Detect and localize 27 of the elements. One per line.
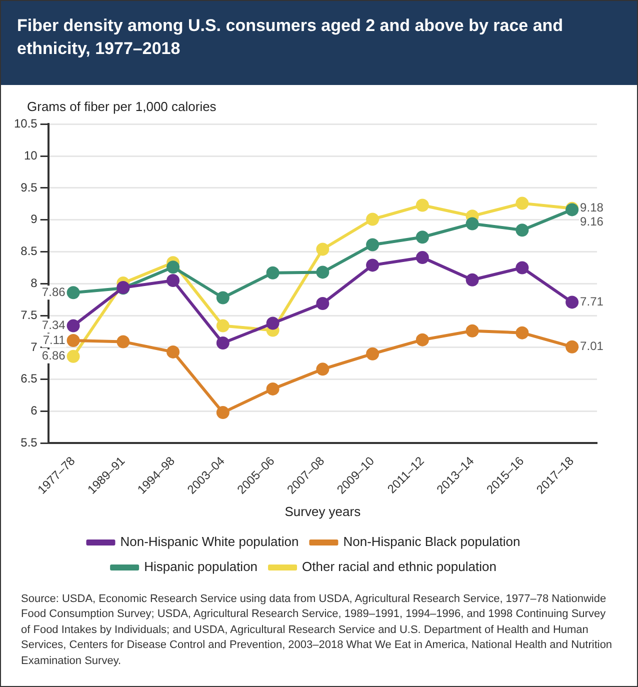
y-tick-label: 6 xyxy=(30,404,38,418)
data-label: 9.16 xyxy=(580,214,604,229)
data-label: 9.18 xyxy=(580,200,604,215)
y-axis-title: Grams of fiber per 1,000 calories xyxy=(26,98,218,114)
legend-label: Hispanic population xyxy=(144,559,258,574)
data-label: 6.86 xyxy=(42,348,66,363)
data-label: 7.86 xyxy=(42,284,66,299)
legend-label: Non-Hispanic White population xyxy=(120,534,299,550)
y-tick-label: 7 xyxy=(30,340,38,354)
y-tick-label: 10 xyxy=(24,148,38,162)
data-label: 7.01 xyxy=(580,339,604,354)
y-tick-label: 6.5 xyxy=(20,372,38,386)
legend-label: Other racial and ethnic population xyxy=(302,559,496,574)
data-label: 7.71 xyxy=(580,294,604,309)
data-label: 7.34 xyxy=(42,318,66,332)
data-label: 7.11 xyxy=(42,332,66,347)
y-tick-label: 7.5 xyxy=(20,308,38,322)
y-tick-label: 9.5 xyxy=(20,180,38,194)
legend-label: Non-Hispanic Black population xyxy=(343,534,520,550)
y-tick-label: 10.5 xyxy=(14,116,38,131)
x-axis-title: Survey years xyxy=(284,504,362,519)
source-note: Source: USDA, Economic Research Service using data from USDA, Agricultural Research Service, 1977–78 Nationwide Food Consumption Survey; USDA, Agricultural Research Service, 1989–1991, 1994–1996, and 1998 Continuing Survey of Food Intakes by Individuals; and USDA, Agricultural Research Service and U.S. Department of Health and Human Services, Centers for Disease Control and Prevention, 2003–2018 What We Eat in America, National Health and Nutrition Examination Survey. xyxy=(20,592,614,669)
y-tick-label: 9 xyxy=(30,212,38,226)
y-tick-label: 8 xyxy=(30,276,38,290)
y-tick-label: 5.5 xyxy=(20,435,38,450)
y-tick-label: 8.5 xyxy=(20,244,38,258)
chart-title: Fiber density among U.S. consumers aged 2 and above by race and ethnicity, 1977–2018 xyxy=(1,1,637,85)
